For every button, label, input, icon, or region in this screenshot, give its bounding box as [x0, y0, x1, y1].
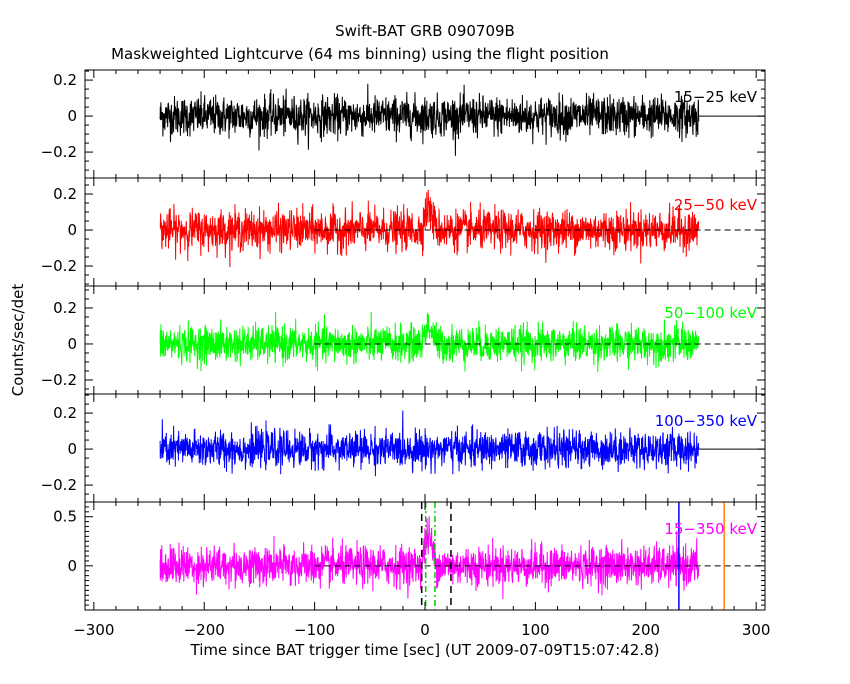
y-tick-label: 0	[67, 557, 77, 575]
panel-15-25-keV: −0.2 0 0.2 15−25 keV	[41, 69, 766, 179]
lightcurve-series	[159, 311, 700, 373]
x-tick-label: 200	[631, 621, 660, 639]
x-axis-label: Time since BAT trigger time [sec] (UT 20…	[190, 641, 660, 659]
y-tick-label: −0.2	[41, 371, 77, 389]
energy-band-label: 15−350 keV	[664, 520, 757, 538]
lightcurve-series	[159, 83, 700, 156]
y-tick-label: −0.2	[41, 143, 77, 161]
panel-15-350-keV: 0 0.5 15−350 keV	[53, 501, 766, 611]
y-tick-label: 0	[67, 107, 77, 125]
y-tick-label: 0.2	[53, 404, 77, 422]
energy-band-label: 15−25 keV	[674, 88, 758, 106]
chart-title: Swift-BAT GRB 090709B	[335, 22, 515, 40]
y-tick-label: −0.2	[41, 476, 77, 494]
lightcurve-series	[159, 410, 700, 477]
y-tick-label: 0.2	[53, 71, 77, 89]
panel-25-50-keV: −0.2 0 0.2 25−50 keV	[41, 177, 766, 287]
x-tick-label: −100	[294, 621, 335, 639]
y-tick-label: 0	[67, 440, 77, 458]
y-tick-label: 0.2	[53, 299, 77, 317]
lightcurve-series	[159, 189, 700, 268]
x-tick-label: 100	[521, 621, 550, 639]
y-tick-label: 0.2	[53, 185, 77, 203]
x-tick-label: 300	[742, 621, 771, 639]
energy-band-label: 100−350 keV	[655, 412, 758, 430]
panel-50-100-keV: −0.2 0 0.2 50−100 keV	[41, 285, 766, 395]
x-tick-label: −300	[73, 621, 114, 639]
y-tick-label: 0	[67, 335, 77, 353]
panel-100-350-keV: −0.2 0 0.2 100−350 keV	[41, 393, 766, 503]
y-tick-label: 0.5	[53, 508, 77, 526]
chart-subtitle: Maskweighted Lightcurve (64 ms binning) …	[111, 45, 609, 63]
x-tick-label: −200	[184, 621, 225, 639]
energy-band-label: 50−100 keV	[664, 304, 757, 322]
energy-band-label: 25−50 keV	[674, 196, 758, 214]
lightcurve-series	[159, 516, 700, 600]
x-tick-label: 0	[420, 621, 430, 639]
y-axis-label: Counts/sec/det	[9, 284, 27, 397]
y-tick-label: −0.2	[41, 257, 77, 275]
y-tick-label: 0	[67, 221, 77, 239]
